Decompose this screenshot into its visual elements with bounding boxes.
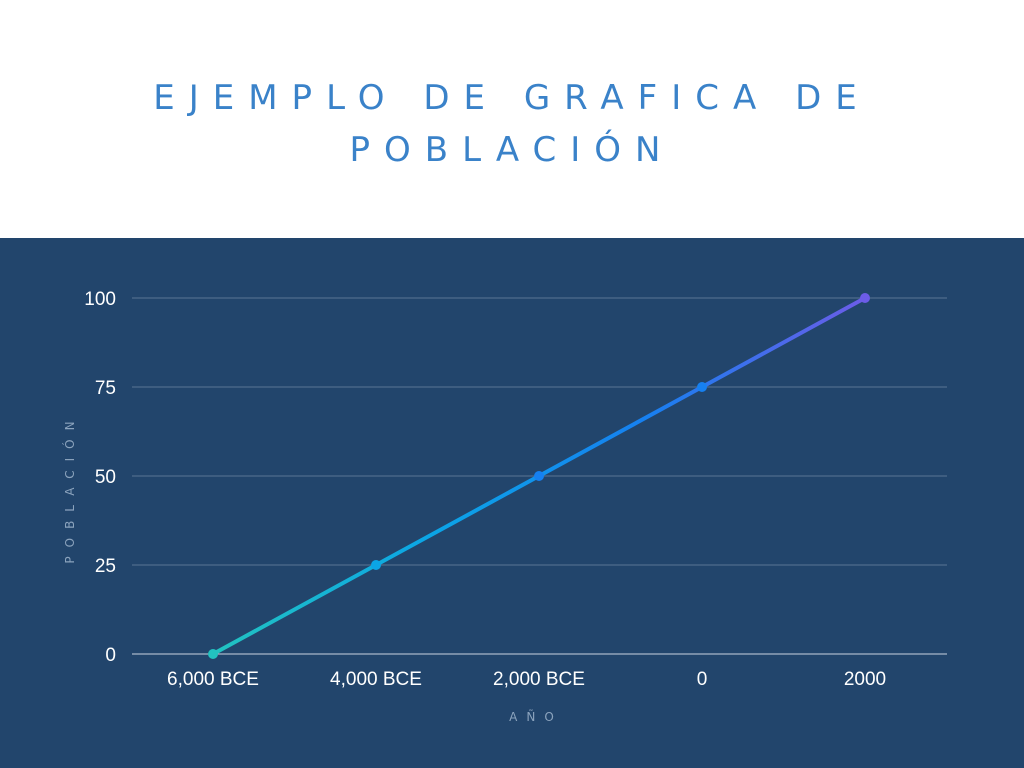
data-point <box>697 382 707 392</box>
x-tick-label: 0 <box>697 669 708 690</box>
chart-title: EJEMPLO DE GRAFICA DE POBLACIÓN <box>153 78 871 170</box>
x-tick-label: 4,000 BCE <box>330 669 422 690</box>
data-point <box>534 471 544 481</box>
title-area: EJEMPLO DE GRAFICA DE POBLACIÓN <box>0 0 1024 238</box>
x-axis-ticks: 6,000 BCE 4,000 BCE 2,000 BCE 0 2000 <box>167 669 886 690</box>
y-axis-ticks: 0 25 50 75 100 <box>84 289 116 666</box>
y-tick-label: 0 <box>105 645 116 666</box>
chart-panel: 0 25 50 75 100 6,000 BCE 4,000 BCE 2,000 BCE 0 2… <box>0 238 1024 768</box>
x-axis-title: AÑO <box>509 709 563 724</box>
x-tick-label: 6,000 BCE <box>167 669 259 690</box>
line-chart: 0 25 50 75 100 6,000 BCE 4,000 BCE 2,000 BCE 0 2… <box>62 289 947 724</box>
x-tick-label: 2,000 BCE <box>493 669 585 690</box>
x-tick-label: 2000 <box>844 669 886 690</box>
data-point <box>208 649 218 659</box>
data-point <box>371 560 381 570</box>
y-tick-label: 100 <box>84 289 116 310</box>
series-layer <box>208 293 870 659</box>
data-point <box>860 293 870 303</box>
y-tick-label: 50 <box>95 467 116 488</box>
y-tick-label: 25 <box>95 556 116 577</box>
y-axis-title: POBLACIÓN <box>62 412 77 563</box>
y-tick-label: 75 <box>95 378 116 399</box>
